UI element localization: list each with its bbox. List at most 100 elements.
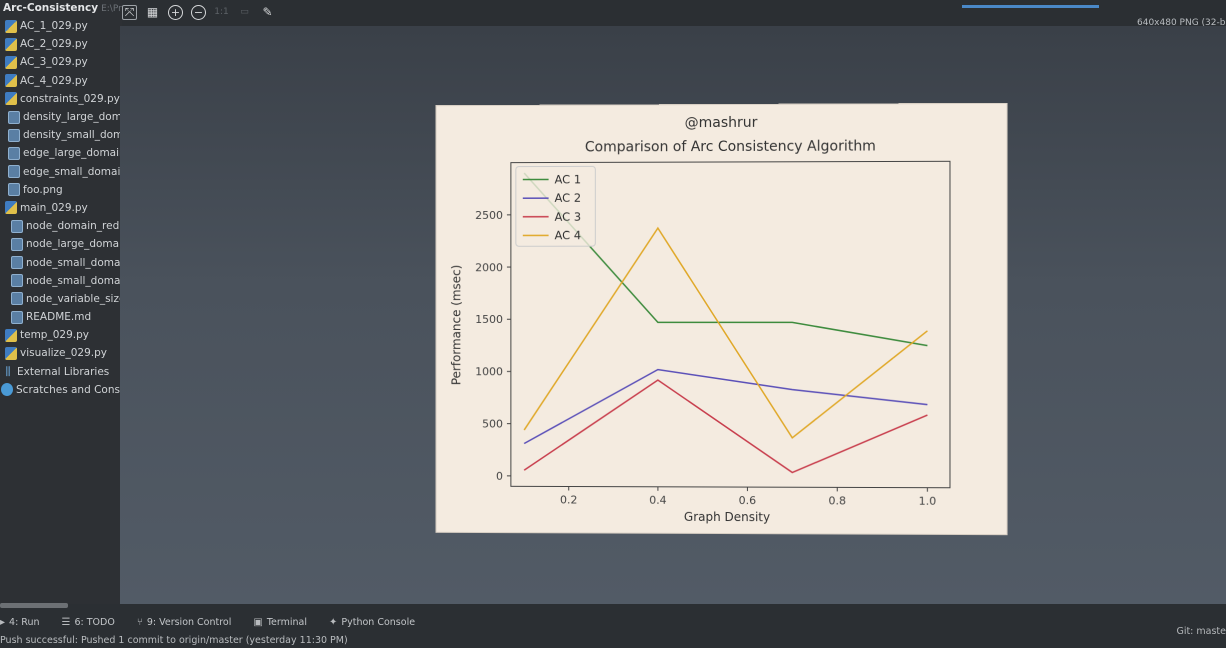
image-viewer[interactable]: @mashrur Comparison of Arc Consistency A… [120,26,1226,604]
editor-tabs [860,0,1226,8]
y-tick-label: 2000 [475,261,503,274]
python-file-icon [5,38,17,51]
file-icon [11,292,23,305]
tree-item-label: visualize_029.py [20,347,107,359]
tree-item-label: density_large_doma [23,111,122,123]
tree-item[interactable]: node_large_domair [0,235,122,253]
tree-item[interactable]: node_variable_sized [0,290,122,308]
tree-item-label: temp_029.py [20,329,89,341]
terminal-label: Terminal [267,617,307,628]
x-tick-label: 0.2 [560,493,577,506]
chart-svg: @mashrur Comparison of Arc Consistency A… [437,104,1009,536]
x-tick-label: 0.4 [649,494,666,507]
tree-item[interactable]: node_domain_redu [0,217,122,235]
x-axis-ticks: 0.2 0.4 0.6 0.8 1.0 [560,486,936,507]
tree-item-label: main_029.py [20,202,88,214]
file-icon [11,220,23,233]
legend-label: AC 2 [555,191,581,205]
file-icon [8,129,20,142]
tree-item-label: AC_3_029.py [20,56,88,68]
tree-item-label: AC_4_029.py [20,75,88,87]
file-icon [8,183,20,196]
file-icon [11,311,23,324]
y-axis-label: Performance (msec) [449,265,463,385]
y-tick-label: 2500 [475,209,503,222]
run-label: 4: Run [9,617,39,628]
vcs-tool-button[interactable]: ⑂ 9: Version Control [137,617,232,628]
tree-item-label: edge_large_domair [23,147,122,159]
scratches-icon [1,383,13,396]
grid-icon[interactable]: ▦ [145,5,160,20]
chart-image: @mashrur Comparison of Arc Consistency A… [436,103,1008,535]
actual-size-icon[interactable]: 1:1 [214,5,229,20]
file-icon [8,165,20,178]
tree-item-label: AC_2_029.py [20,38,88,50]
tree-item[interactable]: node_small_domair [0,253,122,271]
tree-item[interactable]: density_large_doma [0,108,122,126]
python-console-tool-button[interactable]: ✦ Python Console [329,617,415,628]
horizontal-scrollbar[interactable] [0,603,68,608]
y-tick-label: 1000 [475,365,503,378]
python-file-icon [5,74,17,87]
chessboard-icon[interactable]: ▭ [237,5,252,20]
zoom-in-icon[interactable]: + [168,5,183,20]
tree-item-label: README.md [26,311,91,323]
legend-label: AC 1 [555,172,581,186]
fit-to-window-icon[interactable]: ⤧ [122,5,137,20]
file-icon [11,274,23,287]
tree-item[interactable]: temp_029.py [0,326,122,344]
project-name[interactable]: Arc-Consistency [3,2,98,14]
legend-label: AC 4 [555,228,581,242]
python-file-icon [5,329,17,342]
file-icon [11,238,23,251]
python-file-icon [5,56,17,69]
file-icon [8,111,20,124]
project-header[interactable]: Arc-Consistency E:\Pr [0,0,122,17]
tree-item-label: node_variable_sized [26,293,122,305]
file-icon [11,256,23,269]
tree-item[interactable]: node_small_domair [0,272,122,290]
legend: AC 1AC 2AC 3AC 4 [516,166,595,246]
todo-tool-button[interactable]: ☰ 6: TODO [62,617,115,628]
tree-item[interactable]: Scratches and Consoles [0,381,122,399]
tree-item[interactable]: AC_1_029.py [0,17,122,35]
python-file-icon [5,201,17,214]
color-picker-icon[interactable]: ✎ [260,5,275,20]
todo-label: 6: TODO [74,617,114,628]
x-tick-label: 0.6 [739,494,757,507]
terminal-icon: ▣ [253,617,262,628]
tree-item[interactable]: ⫼ External Libraries [0,363,122,381]
tree-item-label: node_domain_redu [26,220,122,232]
zoom-out-icon[interactable]: − [191,5,206,20]
python-console-label: Python Console [341,617,415,628]
tree-item[interactable]: AC_4_029.py [0,72,122,90]
python-file-icon [5,347,17,360]
vcs-label: 9: Version Control [147,617,232,628]
tree-item-label: foo.png [23,184,63,196]
tree-item[interactable]: visualize_029.py [0,344,122,362]
x-tick-label: 0.8 [828,494,846,507]
series-line-ac-4 [524,228,927,439]
run-tool-button[interactable]: ▸ 4: Run [0,617,40,628]
image-toolbar: ⤧ ▦ + − 1:1 ▭ ✎ [118,0,298,24]
tree-item[interactable]: edge_small_domair [0,163,122,181]
tree-item[interactable]: edge_large_domair [0,144,122,162]
tree-item[interactable]: main_029.py [0,199,122,217]
tree-item[interactable]: README.md [0,308,122,326]
tree-item-label: node_small_domair [26,257,122,269]
tree-item[interactable]: constraints_029.py [0,90,122,108]
tree-item-label: AC_1_029.py [20,20,88,32]
tree-item-label: constraints_029.py [20,93,120,105]
tree-item-label: node_small_domair [26,275,122,287]
series-line-ac-2 [524,369,927,444]
tree-item[interactable]: AC_2_029.py [0,35,122,53]
tree-item[interactable]: density_small_doma [0,126,122,144]
tree-item[interactable]: foo.png [0,181,122,199]
library-icon: ⫼ [2,365,14,378]
tree-item[interactable]: AC_3_029.py [0,53,122,71]
project-panel: Arc-Consistency E:\Pr AC_1_029.py AC_2_029… [0,0,122,604]
x-tick-label: 1.0 [919,495,937,508]
python-file-icon [5,20,17,33]
status-bar: Push successful: Pushed 1 commit to orig… [0,634,1226,648]
terminal-tool-button[interactable]: ▣ Terminal [253,617,307,628]
